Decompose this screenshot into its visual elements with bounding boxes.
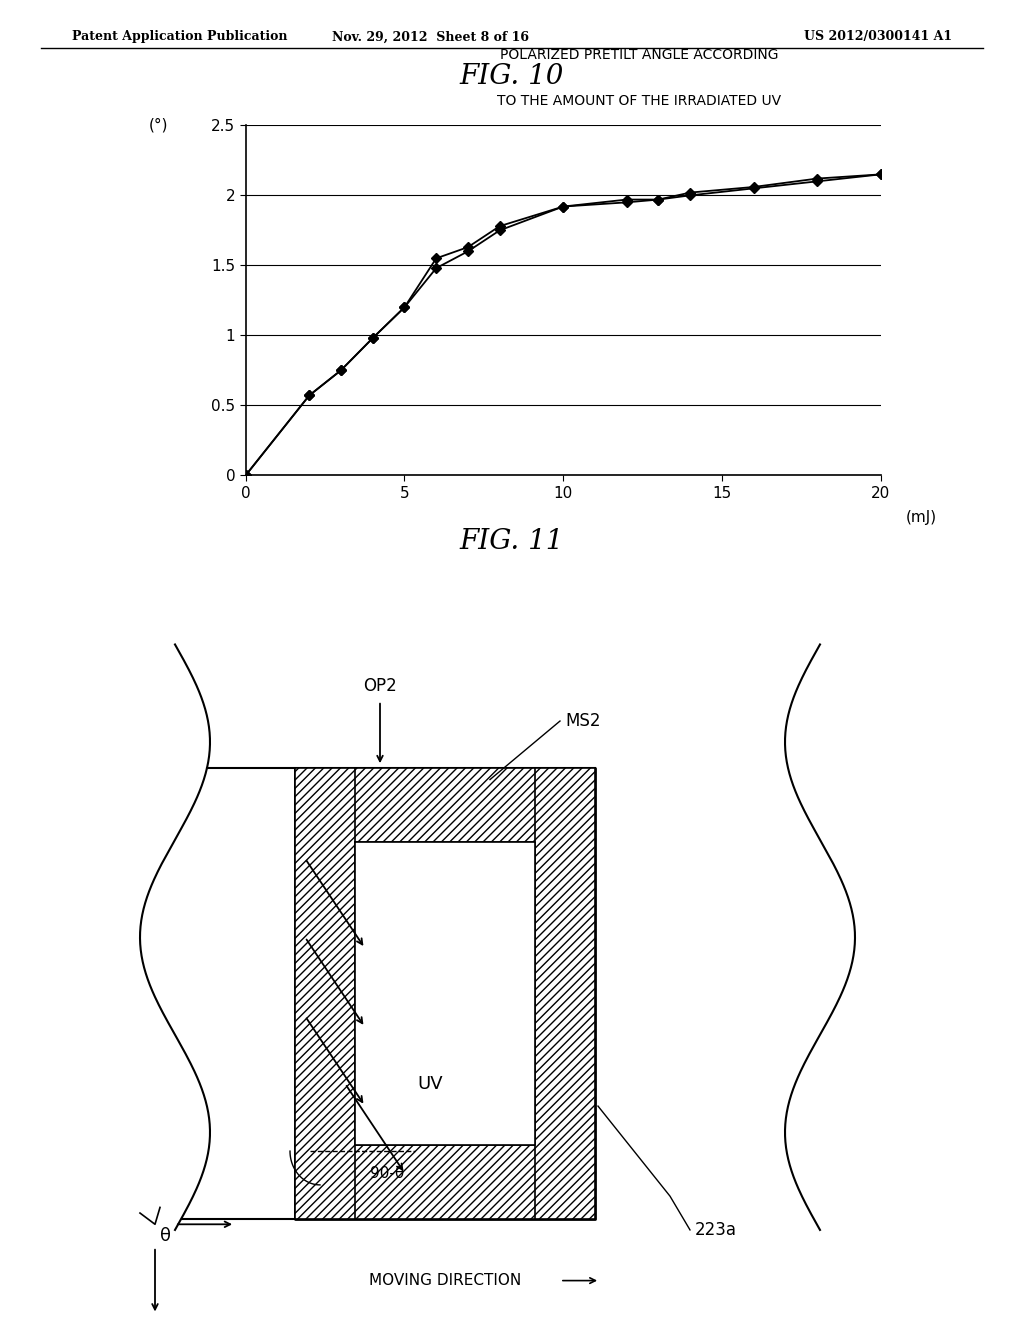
Polygon shape <box>535 768 595 1218</box>
Text: FIG. 10: FIG. 10 <box>460 63 564 90</box>
Text: UV: UV <box>417 1074 442 1093</box>
Text: US 2012/0300141 A1: US 2012/0300141 A1 <box>804 30 952 44</box>
Text: 90-θ: 90-θ <box>370 1166 404 1181</box>
Text: TO THE AMOUNT OF THE IRRADIATED UV: TO THE AMOUNT OF THE IRRADIATED UV <box>498 94 781 108</box>
Text: MS2: MS2 <box>565 711 600 730</box>
Polygon shape <box>295 1146 595 1218</box>
Text: FIG. 11: FIG. 11 <box>460 528 564 554</box>
Text: OP2: OP2 <box>364 677 397 696</box>
Text: (°): (°) <box>148 117 169 133</box>
Text: Nov. 29, 2012  Sheet 8 of 16: Nov. 29, 2012 Sheet 8 of 16 <box>332 30 528 44</box>
Text: (mJ): (mJ) <box>906 510 937 525</box>
Text: POLARIZED PRETILT ANGLE ACCORDING: POLARIZED PRETILT ANGLE ACCORDING <box>500 49 778 62</box>
Polygon shape <box>295 768 595 842</box>
Text: MOVING DIRECTION: MOVING DIRECTION <box>369 1272 521 1288</box>
Text: 223a: 223a <box>695 1221 737 1239</box>
Text: Patent Application Publication: Patent Application Publication <box>72 30 287 44</box>
Text: θ: θ <box>160 1226 171 1245</box>
Polygon shape <box>295 768 355 1218</box>
Polygon shape <box>355 842 535 1146</box>
